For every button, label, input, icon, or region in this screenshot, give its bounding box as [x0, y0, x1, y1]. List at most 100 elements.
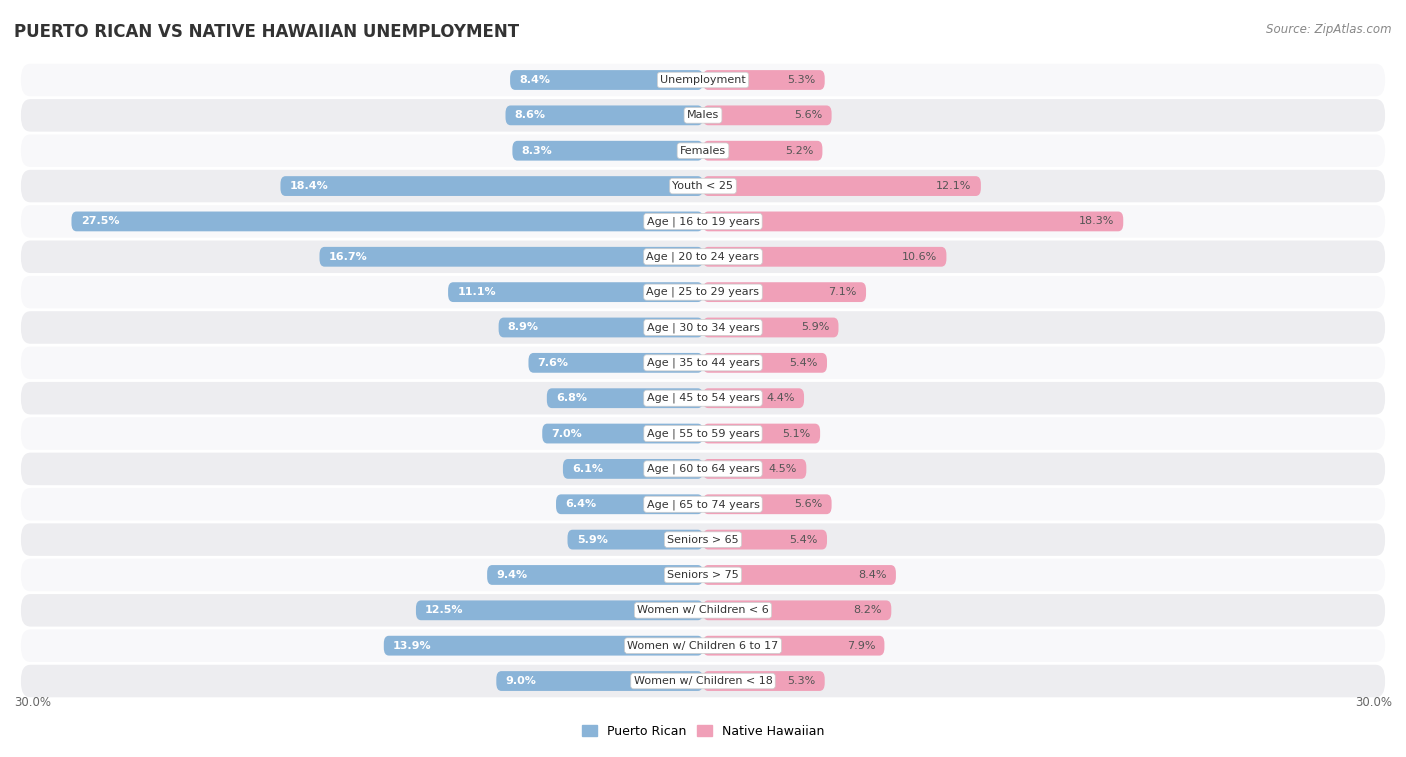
FancyBboxPatch shape: [449, 282, 703, 302]
Text: Age | 30 to 34 years: Age | 30 to 34 years: [647, 322, 759, 333]
Text: 5.4%: 5.4%: [789, 358, 818, 368]
Text: Age | 35 to 44 years: Age | 35 to 44 years: [647, 357, 759, 368]
Text: 9.4%: 9.4%: [496, 570, 527, 580]
Text: 13.9%: 13.9%: [392, 640, 432, 651]
Text: 30.0%: 30.0%: [1355, 696, 1392, 709]
FancyBboxPatch shape: [280, 176, 703, 196]
FancyBboxPatch shape: [21, 453, 1385, 485]
Text: Women w/ Children < 6: Women w/ Children < 6: [637, 606, 769, 615]
FancyBboxPatch shape: [21, 594, 1385, 627]
FancyBboxPatch shape: [21, 417, 1385, 450]
FancyBboxPatch shape: [510, 70, 703, 90]
Text: 6.1%: 6.1%: [572, 464, 603, 474]
FancyBboxPatch shape: [72, 211, 703, 232]
FancyBboxPatch shape: [703, 388, 804, 408]
Text: Source: ZipAtlas.com: Source: ZipAtlas.com: [1267, 23, 1392, 36]
FancyBboxPatch shape: [703, 671, 825, 691]
FancyBboxPatch shape: [506, 105, 703, 125]
Text: 8.4%: 8.4%: [519, 75, 550, 85]
Text: 16.7%: 16.7%: [329, 252, 367, 262]
FancyBboxPatch shape: [568, 530, 703, 550]
Legend: Puerto Rican, Native Hawaiian: Puerto Rican, Native Hawaiian: [576, 720, 830, 743]
FancyBboxPatch shape: [21, 488, 1385, 521]
FancyBboxPatch shape: [416, 600, 703, 620]
FancyBboxPatch shape: [529, 353, 703, 372]
FancyBboxPatch shape: [703, 600, 891, 620]
FancyBboxPatch shape: [496, 671, 703, 691]
FancyBboxPatch shape: [703, 424, 820, 444]
Text: 6.4%: 6.4%: [565, 500, 596, 509]
FancyBboxPatch shape: [21, 170, 1385, 202]
FancyBboxPatch shape: [21, 347, 1385, 379]
Text: Age | 55 to 59 years: Age | 55 to 59 years: [647, 428, 759, 439]
Text: 8.9%: 8.9%: [508, 322, 538, 332]
Text: Women w/ Children < 18: Women w/ Children < 18: [634, 676, 772, 686]
FancyBboxPatch shape: [703, 282, 866, 302]
Text: PUERTO RICAN VS NATIVE HAWAIIAN UNEMPLOYMENT: PUERTO RICAN VS NATIVE HAWAIIAN UNEMPLOY…: [14, 23, 519, 41]
FancyBboxPatch shape: [319, 247, 703, 266]
Text: Seniors > 75: Seniors > 75: [666, 570, 740, 580]
FancyBboxPatch shape: [384, 636, 703, 656]
Text: 5.3%: 5.3%: [787, 676, 815, 686]
Text: 7.6%: 7.6%: [537, 358, 568, 368]
FancyBboxPatch shape: [21, 629, 1385, 662]
Text: 8.2%: 8.2%: [853, 606, 882, 615]
FancyBboxPatch shape: [21, 559, 1385, 591]
Text: 5.4%: 5.4%: [789, 534, 818, 544]
Text: Males: Males: [688, 111, 718, 120]
FancyBboxPatch shape: [21, 99, 1385, 132]
FancyBboxPatch shape: [703, 247, 946, 266]
FancyBboxPatch shape: [486, 565, 703, 585]
FancyBboxPatch shape: [703, 105, 831, 125]
Text: 12.1%: 12.1%: [936, 181, 972, 191]
Text: 18.3%: 18.3%: [1078, 217, 1114, 226]
Text: 5.9%: 5.9%: [576, 534, 607, 544]
FancyBboxPatch shape: [555, 494, 703, 514]
Text: 12.5%: 12.5%: [425, 606, 464, 615]
FancyBboxPatch shape: [512, 141, 703, 160]
FancyBboxPatch shape: [703, 530, 827, 550]
FancyBboxPatch shape: [21, 241, 1385, 273]
Text: 5.6%: 5.6%: [794, 111, 823, 120]
Text: Females: Females: [681, 145, 725, 156]
Text: 9.0%: 9.0%: [506, 676, 536, 686]
Text: 27.5%: 27.5%: [80, 217, 120, 226]
Text: 4.5%: 4.5%: [769, 464, 797, 474]
FancyBboxPatch shape: [703, 176, 981, 196]
FancyBboxPatch shape: [21, 276, 1385, 308]
Text: 7.9%: 7.9%: [846, 640, 875, 651]
FancyBboxPatch shape: [703, 70, 825, 90]
Text: 5.1%: 5.1%: [783, 428, 811, 438]
Text: 6.8%: 6.8%: [555, 393, 588, 403]
Text: Age | 16 to 19 years: Age | 16 to 19 years: [647, 217, 759, 226]
Text: 8.4%: 8.4%: [858, 570, 887, 580]
FancyBboxPatch shape: [562, 459, 703, 479]
FancyBboxPatch shape: [21, 64, 1385, 96]
Text: 5.3%: 5.3%: [787, 75, 815, 85]
Text: 18.4%: 18.4%: [290, 181, 329, 191]
Text: 7.1%: 7.1%: [828, 287, 856, 298]
Text: 10.6%: 10.6%: [903, 252, 938, 262]
Text: 5.2%: 5.2%: [785, 145, 813, 156]
FancyBboxPatch shape: [21, 665, 1385, 697]
Text: 30.0%: 30.0%: [14, 696, 51, 709]
FancyBboxPatch shape: [703, 494, 831, 514]
Text: 8.3%: 8.3%: [522, 145, 553, 156]
Text: 5.6%: 5.6%: [794, 500, 823, 509]
FancyBboxPatch shape: [21, 205, 1385, 238]
FancyBboxPatch shape: [703, 353, 827, 372]
Text: Unemployment: Unemployment: [661, 75, 745, 85]
FancyBboxPatch shape: [21, 135, 1385, 167]
Text: 8.6%: 8.6%: [515, 111, 546, 120]
FancyBboxPatch shape: [499, 318, 703, 338]
FancyBboxPatch shape: [703, 459, 807, 479]
Text: Age | 45 to 54 years: Age | 45 to 54 years: [647, 393, 759, 403]
Text: Age | 60 to 64 years: Age | 60 to 64 years: [647, 463, 759, 474]
FancyBboxPatch shape: [21, 382, 1385, 415]
FancyBboxPatch shape: [547, 388, 703, 408]
FancyBboxPatch shape: [703, 565, 896, 585]
Text: Seniors > 65: Seniors > 65: [668, 534, 738, 544]
FancyBboxPatch shape: [703, 211, 1123, 232]
Text: Age | 65 to 74 years: Age | 65 to 74 years: [647, 499, 759, 509]
FancyBboxPatch shape: [703, 141, 823, 160]
